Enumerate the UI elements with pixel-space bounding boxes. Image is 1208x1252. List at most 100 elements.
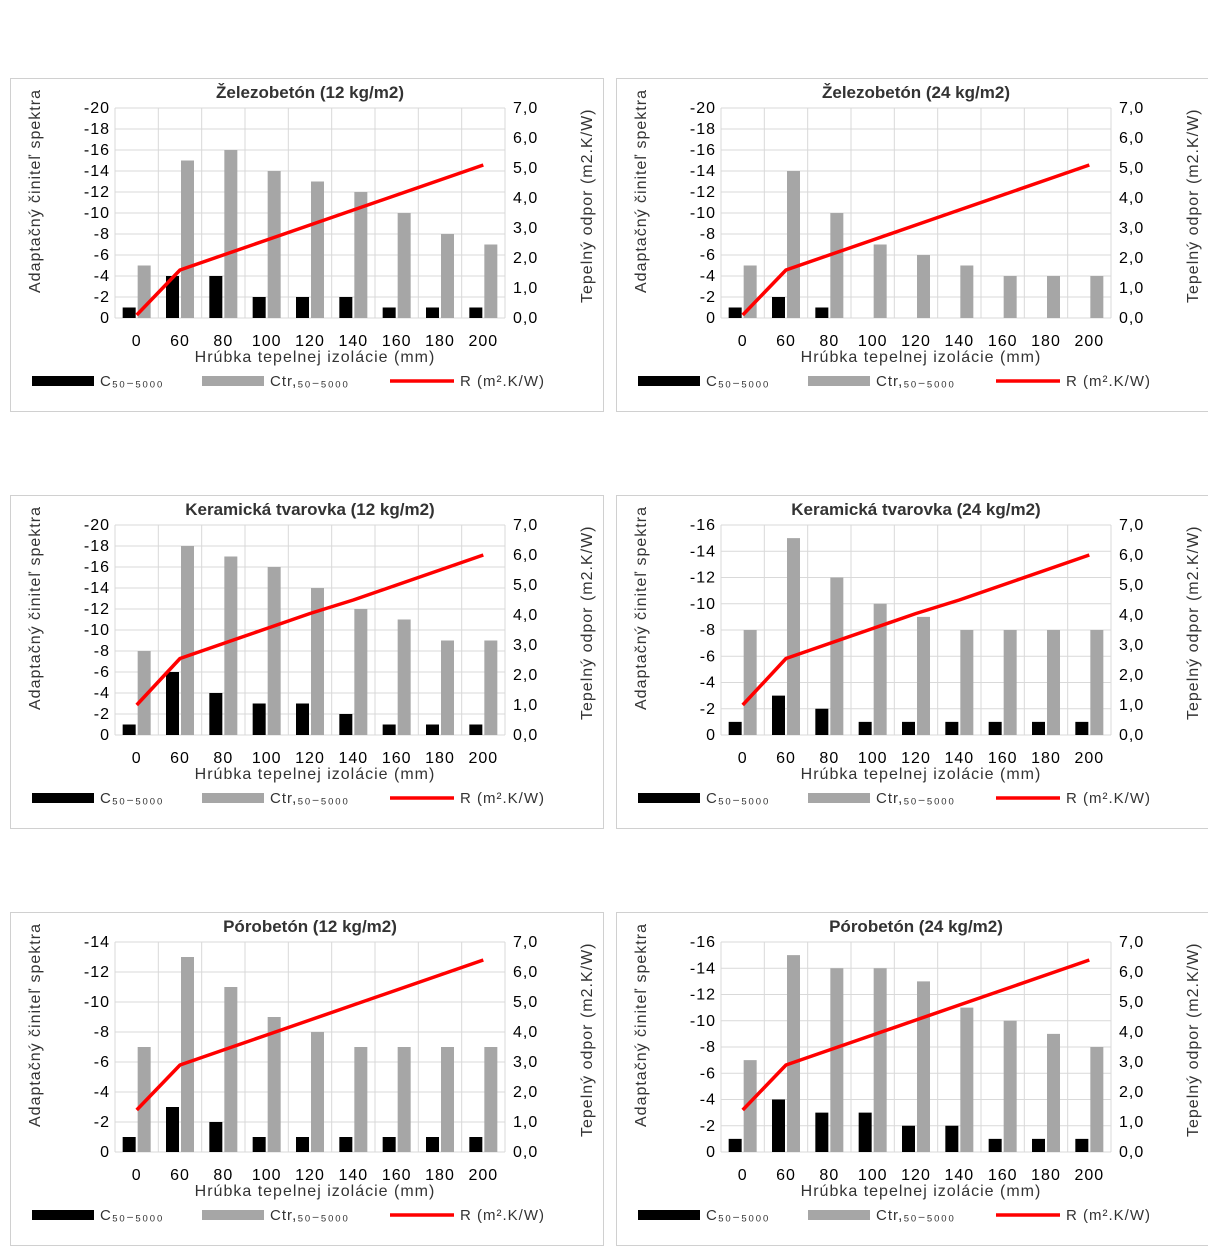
bar-c50	[1075, 721, 1089, 735]
y-left-tick-label: -14	[690, 543, 716, 560]
bar-c50	[469, 1137, 483, 1152]
y-right-tick-label: 5,0	[513, 994, 538, 1011]
bar-ctr	[873, 603, 887, 735]
bar-c50	[166, 672, 179, 735]
legend-swatch-ctr	[202, 376, 264, 386]
y-left-tick-label: -10	[84, 205, 110, 222]
chart-svg: 0 -2 -4 -6 -8 -10 -12 -14 0,0 1,0 2,0 3,0 4,0 5,0 6,0 7…	[10, 912, 604, 1246]
bar-ctr	[137, 651, 151, 735]
bar-c50	[252, 703, 266, 735]
bar-ctr	[311, 588, 324, 735]
legend-label-ctr: Ctr,₅₀₋₅₀₀₀	[270, 373, 349, 390]
y-left-tick-label: -10	[690, 1013, 716, 1030]
y-left-tick-label: -2	[94, 289, 110, 306]
x-tick-label: 100	[858, 333, 888, 350]
x-tick-label: 200	[468, 333, 498, 350]
bar-ctr	[484, 640, 498, 735]
y-right-tick-label: 6,0	[513, 547, 538, 564]
y-left-tick-label: -20	[84, 100, 110, 117]
bar-ctr	[830, 968, 844, 1152]
x-tick-label: 180	[425, 1167, 455, 1184]
y-left-tick-label: -16	[84, 559, 110, 576]
bar-c50	[902, 721, 915, 735]
bar-c50	[815, 1112, 829, 1152]
x-tick-label: 60	[776, 750, 796, 767]
legend-swatch-c50	[638, 376, 700, 386]
line-r	[135, 553, 484, 707]
bar-ctr	[354, 1047, 368, 1152]
bar-ctr	[1047, 630, 1060, 735]
y-left-tick-label: -2	[94, 706, 110, 723]
legend-label-ctr: Ctr,₅₀₋₅₀₀₀	[876, 790, 955, 807]
x-tick-label: 160	[988, 750, 1018, 767]
bar-c50	[728, 307, 742, 318]
y-right-tick-label: 2,0	[1119, 1084, 1144, 1101]
y-left-tick-label: -12	[690, 570, 716, 587]
y-left-tick-label: -20	[690, 100, 716, 117]
y-left-tick-label: -8	[700, 1039, 716, 1056]
x-tick-label: 100	[252, 333, 282, 350]
bar-c50	[988, 721, 1002, 735]
chart-title: Pórobetón (12 kg/m2)	[223, 917, 397, 936]
chart-title: Keramická tvarovka (24 kg/m2)	[791, 500, 1040, 519]
y-axis-label-left: Adaptačný činiteľ spektra	[27, 506, 44, 710]
bar-ctr	[917, 616, 930, 735]
bar-ctr	[397, 213, 411, 318]
y-left-tick-label: -12	[690, 184, 716, 201]
y-axis-label-left: Adaptačný činiteľ spektra	[633, 506, 650, 710]
y-right-tick-label: 3,0	[513, 220, 538, 237]
legend-label-r: R (m².K/W)	[460, 1207, 545, 1224]
bar-c50	[209, 1122, 223, 1152]
bar-c50	[469, 307, 483, 318]
bar-ctr	[1003, 1020, 1017, 1152]
bar-ctr	[224, 150, 238, 318]
bar-c50	[815, 708, 829, 735]
chart-panel: 0 -2 -4 -6 -8 -10 -12 -14 0,0 1,0 2,0 3,0 4,0 5,0 6,0 7…	[0, 834, 604, 1246]
bar-c50	[252, 297, 266, 318]
x-tick-label: 120	[295, 333, 325, 350]
x-tick-label: 200	[1074, 750, 1104, 767]
y-right-tick-label: 1,0	[1119, 1114, 1144, 1131]
x-tick-label: 160	[382, 750, 412, 767]
y-left-tick-label: 0	[706, 1144, 716, 1161]
x-tick-label: 120	[295, 750, 325, 767]
y-right-tick-label: 3,0	[513, 637, 538, 654]
chart-svg: 0 -2 -4 -6 -8 -10 -12 -14 -16 -18 -20 0,0 1,0 2,0 3,0 4…	[10, 78, 604, 412]
y-right-tick-label: 5,0	[513, 577, 538, 594]
y-left-tick-label: -4	[94, 685, 110, 702]
y-axis-label-right: Tepelný odpor (m2.K/W)	[579, 942, 596, 1137]
x-tick-label: 0	[738, 1167, 748, 1184]
legend-swatch-c50	[32, 376, 94, 386]
y-left-tick-label: -8	[94, 643, 110, 660]
y-left-tick-label: 0	[100, 727, 110, 744]
y-right-tick-label: 7,0	[1119, 934, 1144, 951]
y-right-tick-label: 3,0	[1119, 1054, 1144, 1071]
bar-ctr	[181, 160, 194, 318]
x-tick-label: 60	[170, 1167, 190, 1184]
bar-c50	[122, 1137, 136, 1152]
bar-c50	[772, 695, 785, 735]
legend-label-c50: C₅₀₋₅₀₀₀	[100, 1207, 164, 1224]
legend-label-ctr: Ctr,₅₀₋₅₀₀₀	[876, 1207, 955, 1224]
x-tick-label: 60	[170, 333, 190, 350]
legend-label-r: R (m².K/W)	[1066, 1207, 1151, 1224]
y-right-tick-label: 2,0	[513, 1084, 538, 1101]
x-tick-label: 160	[382, 1167, 412, 1184]
x-tick-label: 180	[1031, 333, 1061, 350]
y-right-tick-label: 3,0	[513, 1054, 538, 1071]
y-right-tick-label: 4,0	[513, 190, 538, 207]
bar-ctr	[1090, 630, 1104, 735]
bar-c50	[296, 1137, 309, 1152]
bar-c50	[166, 276, 179, 318]
bar-c50	[902, 1125, 915, 1152]
legend-label-ctr: Ctr,₅₀₋₅₀₀₀	[876, 373, 955, 390]
y-right-tick-label: 3,0	[1119, 220, 1144, 237]
y-right-tick-label: 3,0	[1119, 637, 1144, 654]
bar-ctr	[354, 192, 368, 318]
y-axis-label-right: Tepelný odpor (m2.K/W)	[579, 108, 596, 303]
legend-label-r: R (m².K/W)	[1066, 790, 1151, 807]
y-left-tick-label: -10	[84, 994, 110, 1011]
y-left-tick-label: -20	[84, 517, 110, 534]
x-tick-label: 180	[425, 750, 455, 767]
x-tick-label: 100	[252, 1167, 282, 1184]
